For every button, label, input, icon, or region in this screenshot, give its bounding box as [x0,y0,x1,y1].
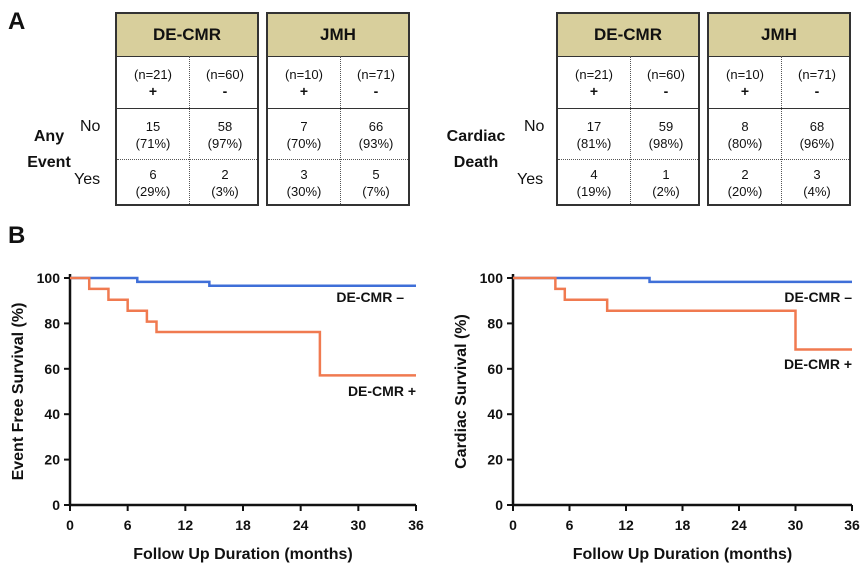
x-tick-label: 12 [178,517,194,533]
y-tick-label: 40 [487,406,503,422]
row-label-no: No [80,118,101,135]
table-cell: 68 (96%) [799,118,835,151]
x-tick-label: 24 [731,517,747,533]
y-tick-label: 60 [44,361,60,377]
series-label: DE-CMR + [784,356,852,372]
series-label: DE-CMR – [336,289,404,305]
x-tick-label: 36 [844,517,860,533]
y-tick-label: 0 [52,497,60,513]
table-cell: 3 (30%) [286,167,322,199]
row-group-label-line1: Cardiac [446,128,506,145]
x-tick-label: 36 [408,517,424,533]
row-group-label-line2: Death [453,154,499,171]
x-tick-label: 6 [124,517,132,533]
y-tick-label: 60 [487,361,503,377]
column-header: (n=71) - [798,67,836,99]
table-cell: 7 (70%) [286,118,322,151]
y-tick-label: 20 [44,452,60,468]
table-cell: 15 (71%) [135,118,171,151]
x-tick-label: 12 [618,517,634,533]
panel-b-letter: B [8,222,26,249]
table-cell: 59 (98%) [648,118,684,151]
column-header: (n=10) + [726,67,764,99]
x-tick-label: 30 [351,517,367,533]
column-header: (n=10) + [285,67,323,99]
table-cell: 66 (93%) [358,118,394,151]
y-tick-label: 100 [37,270,61,286]
column-header: (n=71) - [357,67,395,99]
table-any-event-decmr: DE-CMR (n=21) + (n=60) - 15 (71%) 58 (97%) 6… [115,12,259,206]
x-axis-title: Follow Up Duration (months) [573,546,793,563]
row-label-yes: Yes [517,171,544,188]
table-cell: 58 (97%) [207,118,243,151]
table-cell: 3 (4%) [803,167,831,199]
row-label-no: No [524,118,545,135]
series-line [513,276,852,284]
table-cardiac-death-decmr: DE-CMR (n=21) + (n=60) - 17 (81%) 59 (98%) 4… [556,12,700,206]
table-cell: 5 (7%) [362,167,390,199]
column-header: (n=21) + [134,67,172,99]
table-cell: 1 (2%) [652,167,680,199]
series-line [70,276,416,377]
row-group-label-line1: Any [33,128,65,145]
x-tick-label: 0 [509,517,517,533]
table-header: JMH [268,14,408,57]
series-line [70,276,416,287]
row-label-yes: Yes [74,171,101,188]
table-cell: 4 (19%) [576,167,612,199]
table-header: JMH [709,14,849,57]
panel-a-letter: A [8,8,26,35]
row-group-label-cardiac-death: Cardiac Death [432,124,520,176]
series-label: DE-CMR + [348,383,416,399]
series-line [513,276,852,351]
y-tick-label: 80 [487,315,503,331]
series-label: DE-CMR – [784,289,852,305]
y-tick-label: 80 [44,315,60,331]
x-tick-label: 24 [293,517,309,533]
row-group-label-any-event: Any Event [18,124,80,176]
table-cell: 17 (81%) [576,118,612,151]
y-tick-label: 0 [495,497,503,513]
table-cell: 2 (20%) [727,167,763,199]
x-axis-title: Follow Up Duration (months) [133,546,353,563]
x-tick-label: 0 [66,517,74,533]
table-header: DE-CMR [558,14,698,57]
column-header: (n=60) - [647,67,685,99]
table-any-event-jmh: JMH (n=10) + (n=71) - 7 (70%) 66 (93%) 3 (30%… [266,12,410,206]
x-tick-label: 30 [788,517,804,533]
y-tick-label: 40 [44,406,60,422]
y-axis-title: Cardiac Survival (%) [453,314,470,469]
table-header: DE-CMR [117,14,257,57]
y-tick-label: 20 [487,452,503,468]
table-cell: 8 (80%) [727,118,763,151]
x-tick-label: 18 [235,517,251,533]
y-axis-title: Event Free Survival (%) [10,303,27,481]
column-header: (n=21) + [575,67,613,99]
table-cardiac-death-jmh: JMH (n=10) + (n=71) - 8 (80%) 68 (96%) 2 (20%… [707,12,851,206]
column-header: (n=60) - [206,67,244,99]
table-cell: 6 (29%) [135,167,171,199]
x-tick-label: 18 [675,517,691,533]
x-tick-label: 6 [566,517,574,533]
y-tick-label: 100 [480,270,504,286]
row-group-label-line2: Event [27,154,71,171]
table-cell: 2 (3%) [211,167,239,199]
